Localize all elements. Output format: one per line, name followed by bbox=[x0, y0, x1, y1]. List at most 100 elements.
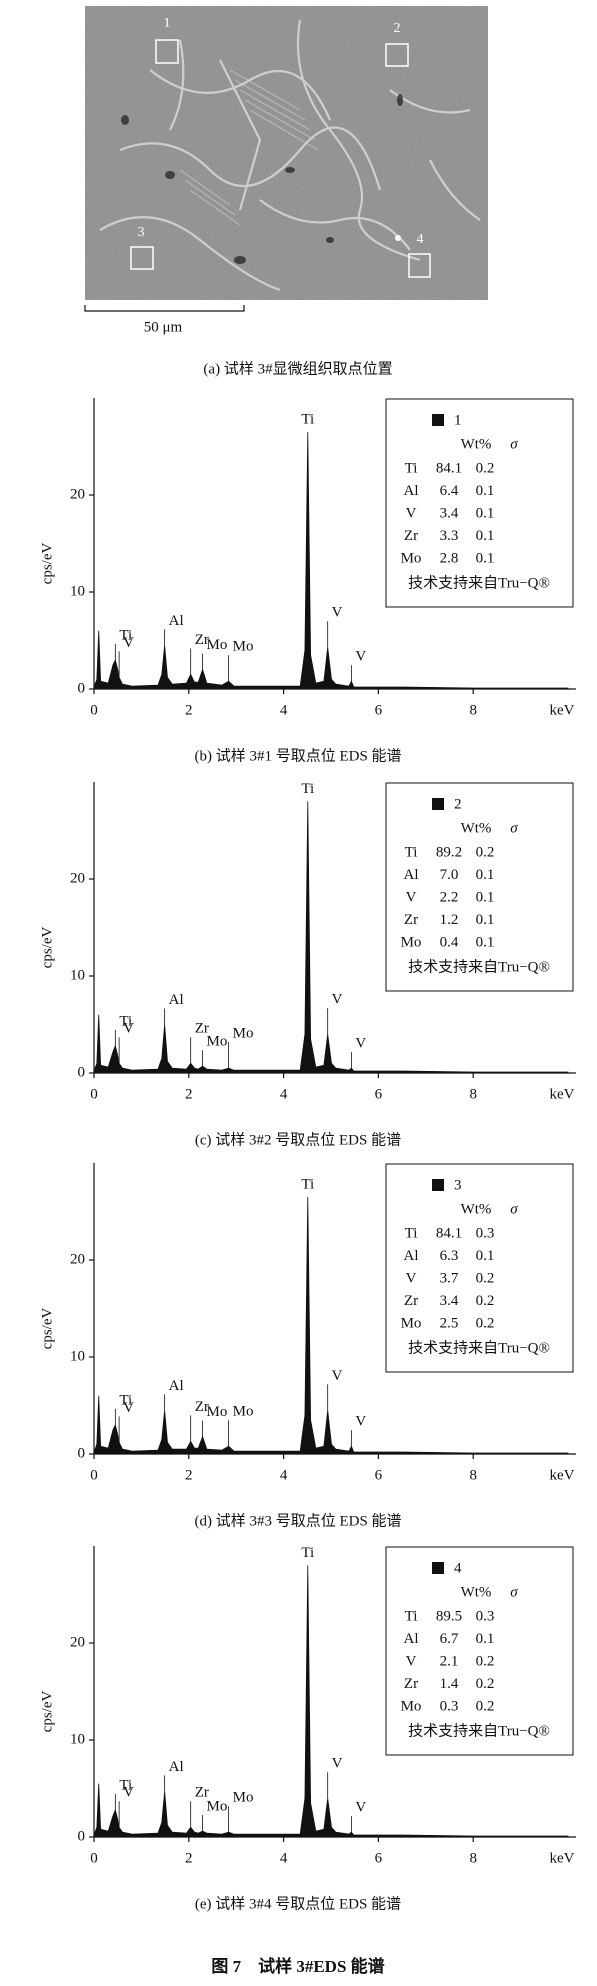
peak-label: Mo bbox=[207, 1799, 228, 1815]
peak-label: V bbox=[355, 1800, 366, 1816]
peak-label: Mo bbox=[207, 1404, 228, 1420]
table-cell: Zr bbox=[404, 528, 418, 544]
table-cell: 0.2 bbox=[476, 1270, 495, 1286]
table-footer: 技术支持来自Tru−Q® bbox=[408, 1722, 550, 1739]
x-tick-label: 0 bbox=[90, 702, 98, 718]
x-tick-label: 8 bbox=[469, 1850, 477, 1866]
table-cell: 1.2 bbox=[440, 912, 459, 928]
x-tick-label: 4 bbox=[280, 1850, 288, 1866]
table-cell: Ti bbox=[405, 460, 418, 476]
peak-label: V bbox=[332, 605, 343, 621]
x-tick-label: 0 bbox=[90, 1086, 98, 1102]
table-cell: V bbox=[406, 1270, 417, 1286]
table-cell: 0.1 bbox=[476, 550, 495, 566]
table-cell: 3.3 bbox=[440, 528, 459, 544]
peak-label: Zr bbox=[195, 1021, 209, 1037]
table-cell: 2.2 bbox=[440, 889, 459, 905]
table-cell: 0.3 bbox=[440, 1698, 459, 1714]
table-cell: 0.2 bbox=[476, 1293, 495, 1309]
table-header: Wt% bbox=[461, 1584, 492, 1600]
peak-label: V bbox=[355, 649, 366, 665]
table-cell: 0.1 bbox=[476, 1631, 495, 1647]
table-cell: Ti bbox=[405, 1225, 418, 1241]
table-cell: 0.1 bbox=[476, 867, 495, 883]
table-cell: 0.3 bbox=[476, 1225, 495, 1241]
table-cell: 7.0 bbox=[440, 867, 459, 883]
x-tick-label: 0 bbox=[90, 1850, 98, 1866]
legend-label: 4 bbox=[454, 1560, 462, 1576]
caption: (e) 试样 3#4 号取点位 EDS 能谱 bbox=[195, 1895, 401, 1912]
x-tick-label: 8 bbox=[469, 702, 477, 718]
x-tick-label: 6 bbox=[375, 702, 383, 718]
legend-box bbox=[385, 1546, 574, 1756]
x-tick-label: 2 bbox=[185, 1086, 193, 1102]
table-cell: 2.5 bbox=[440, 1315, 459, 1331]
point-label: 3 bbox=[138, 225, 145, 240]
table-header: σ bbox=[510, 436, 518, 452]
legend-swatch bbox=[432, 1179, 444, 1191]
table-cell: Al bbox=[404, 1631, 419, 1647]
y-tick-label: 20 bbox=[70, 1634, 85, 1650]
peak-label: Ti bbox=[301, 1545, 314, 1561]
table-cell: 1.4 bbox=[440, 1676, 459, 1692]
peak-label: Zr bbox=[195, 632, 209, 648]
peak-label: V bbox=[123, 635, 134, 651]
peak-label: Mo bbox=[233, 1790, 254, 1806]
legend-box bbox=[385, 398, 574, 608]
y-tick-label: 0 bbox=[78, 680, 86, 696]
table-cell: Ti bbox=[405, 1608, 418, 1624]
y-tick-label: 10 bbox=[70, 967, 85, 983]
table-cell: 6.7 bbox=[440, 1631, 459, 1647]
table-cell: 0.2 bbox=[476, 1315, 495, 1331]
peak-label: Al bbox=[169, 992, 184, 1008]
table-cell: Mo bbox=[401, 550, 422, 566]
peak-label: V bbox=[332, 1756, 343, 1772]
y-tick-label: 0 bbox=[78, 1445, 86, 1461]
table-cell: Mo bbox=[401, 1698, 422, 1714]
x-tick-label: 6 bbox=[375, 1086, 383, 1102]
table-header: Wt% bbox=[461, 1201, 492, 1217]
table-cell: V bbox=[406, 505, 417, 521]
table-cell: 3.4 bbox=[440, 505, 459, 521]
table-cell: 89.2 bbox=[436, 844, 462, 860]
table-footer: 技术支持来自Tru−Q® bbox=[408, 574, 550, 591]
y-axis-label: cps/eV bbox=[39, 927, 55, 969]
table-cell: 0.2 bbox=[476, 1698, 495, 1714]
table-cell: 3.7 bbox=[440, 1270, 459, 1286]
legend-swatch bbox=[432, 798, 444, 810]
peak-label: V bbox=[123, 1400, 134, 1416]
table-cell: 84.1 bbox=[436, 460, 462, 476]
x-axis-label: keV bbox=[550, 702, 575, 718]
legend-label: 2 bbox=[454, 796, 462, 812]
caption: (c) 试样 3#2 号取点位 EDS 能谱 bbox=[195, 1131, 401, 1148]
peak-label: V bbox=[332, 1368, 343, 1384]
caption: (a) 试样 3#显微组织取点位置 bbox=[203, 360, 392, 377]
table-cell: 0.2 bbox=[476, 844, 495, 860]
table-cell: 0.1 bbox=[476, 505, 495, 521]
x-tick-label: 2 bbox=[185, 1850, 193, 1866]
x-tick-label: 6 bbox=[375, 1467, 383, 1483]
peak-label: Ti bbox=[119, 627, 132, 643]
x-tick-label: 4 bbox=[280, 702, 288, 718]
scale-bar-label: 50 μm bbox=[144, 319, 183, 335]
peak-label: Mo bbox=[233, 1026, 254, 1042]
table-cell: 0.2 bbox=[476, 460, 495, 476]
y-tick-label: 10 bbox=[70, 1731, 85, 1747]
legend-label: 1 bbox=[454, 412, 462, 428]
caption: (b) 试样 3#1 号取点位 EDS 能谱 bbox=[194, 747, 401, 764]
x-axis-label: keV bbox=[550, 1467, 575, 1483]
y-axis-label: cps/eV bbox=[39, 1308, 55, 1350]
y-tick-label: 20 bbox=[70, 1251, 85, 1267]
y-tick-label: 20 bbox=[70, 870, 85, 886]
peak-label: V bbox=[355, 1414, 366, 1430]
table-header: σ bbox=[510, 820, 518, 836]
table-footer: 技术支持来自Tru−Q® bbox=[408, 958, 550, 975]
peak-label: Mo bbox=[207, 1034, 228, 1050]
peak-label: Ti bbox=[301, 411, 314, 427]
table-cell: Zr bbox=[404, 1293, 418, 1309]
peak-label: Ti bbox=[301, 781, 314, 797]
peak-label: Al bbox=[169, 613, 184, 629]
table-header: σ bbox=[510, 1584, 518, 1600]
peak-label: V bbox=[123, 1021, 134, 1037]
